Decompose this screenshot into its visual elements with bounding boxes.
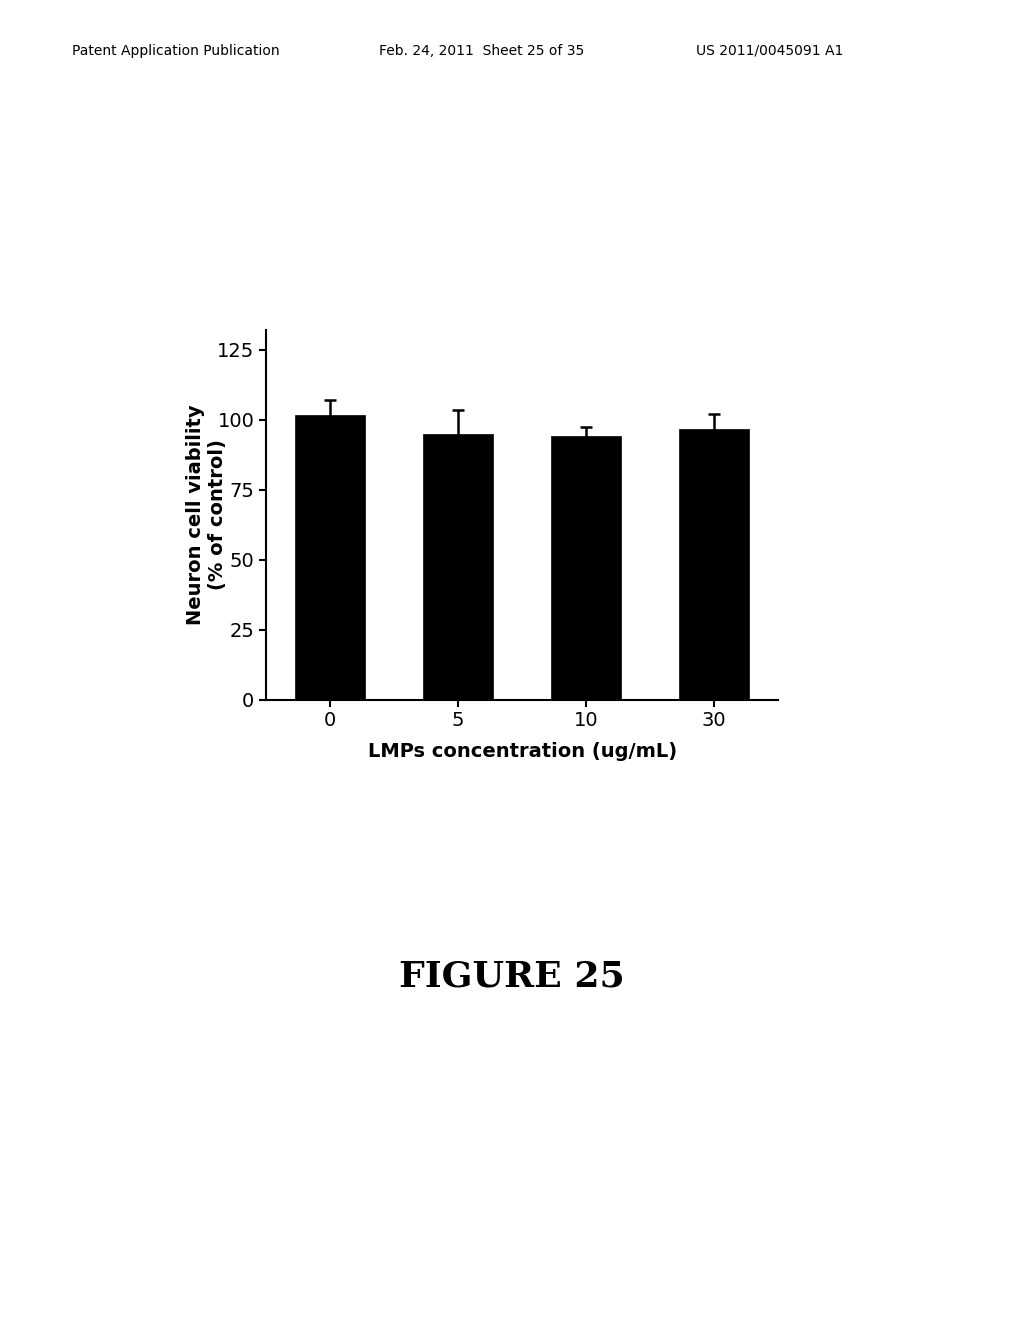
Text: Feb. 24, 2011  Sheet 25 of 35: Feb. 24, 2011 Sheet 25 of 35 (379, 44, 584, 58)
Text: US 2011/0045091 A1: US 2011/0045091 A1 (696, 44, 844, 58)
Bar (423, 433, 494, 700)
Bar (679, 429, 750, 700)
Text: FIGURE 25: FIGURE 25 (399, 960, 625, 994)
Y-axis label: Neuron cell viability
(% of control): Neuron cell viability (% of control) (185, 404, 226, 626)
X-axis label: LMPs concentration (ug/mL): LMPs concentration (ug/mL) (368, 742, 677, 760)
Bar (551, 437, 622, 700)
Text: Patent Application Publication: Patent Application Publication (72, 44, 280, 58)
Bar (295, 416, 366, 700)
